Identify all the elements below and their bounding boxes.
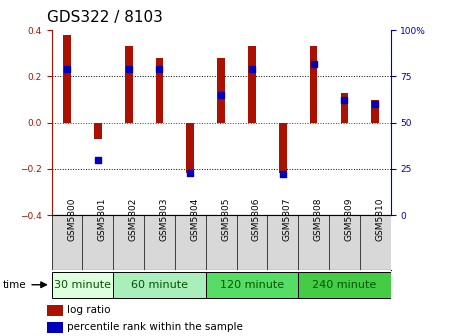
Text: 30 minute: 30 minute — [54, 280, 111, 290]
Text: GSM5802: GSM5802 — [129, 198, 138, 241]
Text: GSM5800: GSM5800 — [67, 198, 76, 241]
Bar — [47, 322, 63, 333]
Point — [125, 67, 132, 72]
FancyBboxPatch shape — [52, 272, 113, 298]
Text: GSM5809: GSM5809 — [344, 198, 353, 241]
Text: percentile rank within the sample: percentile rank within the sample — [67, 322, 243, 332]
FancyBboxPatch shape — [206, 272, 298, 298]
Text: GSM5805: GSM5805 — [221, 198, 230, 241]
Point — [248, 67, 255, 72]
Bar — [63, 35, 71, 123]
Text: 120 minute: 120 minute — [220, 280, 284, 290]
Point — [187, 170, 194, 175]
Bar — [217, 58, 225, 123]
Text: time: time — [2, 280, 26, 290]
Bar — [371, 99, 379, 123]
Point — [94, 157, 101, 162]
Text: GSM5804: GSM5804 — [190, 198, 199, 241]
Point — [156, 67, 163, 72]
Point — [372, 101, 379, 107]
FancyBboxPatch shape — [298, 272, 391, 298]
Text: GSM5810: GSM5810 — [375, 198, 384, 241]
Bar — [186, 123, 194, 173]
Bar — [156, 58, 163, 123]
Text: GSM5803: GSM5803 — [159, 198, 168, 241]
Bar — [310, 46, 317, 123]
Point — [310, 61, 317, 66]
Text: GSM5806: GSM5806 — [252, 198, 261, 241]
FancyBboxPatch shape — [113, 272, 206, 298]
Text: 240 minute: 240 minute — [312, 280, 377, 290]
Bar — [248, 46, 256, 123]
Text: GSM5808: GSM5808 — [313, 198, 322, 241]
Text: 60 minute: 60 minute — [131, 280, 188, 290]
Point — [341, 98, 348, 103]
Text: GSM5807: GSM5807 — [283, 198, 292, 241]
Bar — [47, 305, 63, 316]
Point — [63, 67, 70, 72]
Point — [217, 92, 224, 98]
Bar — [340, 93, 348, 123]
Text: GSM5801: GSM5801 — [98, 198, 107, 241]
Bar — [94, 123, 102, 139]
Bar — [125, 46, 132, 123]
Text: log ratio: log ratio — [67, 305, 111, 316]
Bar — [279, 123, 286, 173]
Point — [279, 172, 286, 177]
Text: GDS322 / 8103: GDS322 / 8103 — [47, 10, 163, 25]
